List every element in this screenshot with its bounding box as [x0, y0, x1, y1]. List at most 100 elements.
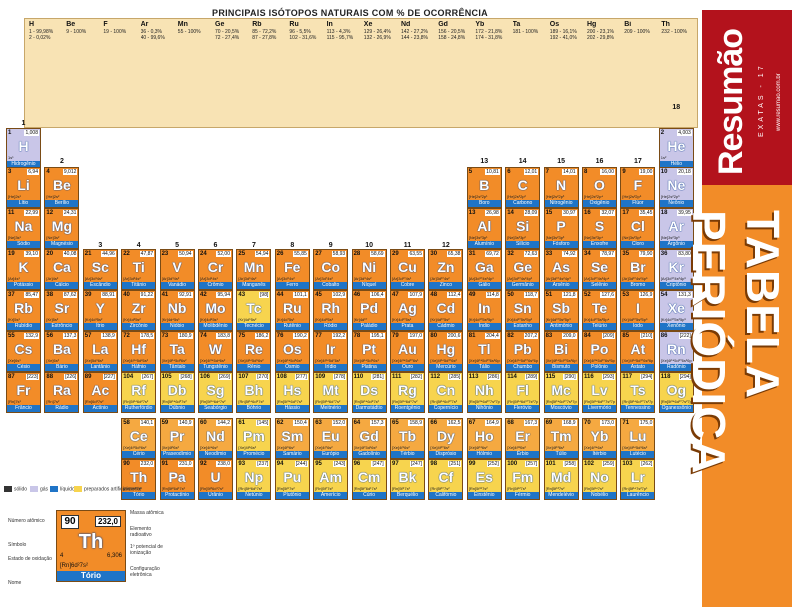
atomic-mass: 150,4 [293, 420, 308, 426]
isotope-entry: 158 - 24,8% [438, 35, 466, 41]
atomic-mass: 69,72 [485, 251, 500, 257]
element-name: Magnésio [45, 241, 79, 248]
isotope-column: Hg 200 - 23,1% 202 - 29,8% [587, 21, 624, 127]
atomic-number: 60 [200, 420, 207, 426]
isotope-symbol: F [103, 21, 108, 28]
element-symbol: Cn [436, 382, 456, 398]
element-symbol: Po [590, 341, 609, 357]
element-cell-mn: 25 54,94 Mn [Ar]3d⁵4s² Manganês [236, 249, 272, 290]
atomic-number: 92 [200, 461, 207, 467]
element-name: Mendelévio [544, 492, 578, 499]
atomic-mass: 85,47 [24, 292, 39, 298]
element-name: Gálio [467, 282, 501, 289]
element-symbol: Re [244, 341, 263, 357]
isotope-column: Be 9 - 100% [66, 21, 103, 127]
atomic-number: 15 [545, 210, 553, 216]
atomic-mass: 183,8 [216, 333, 231, 339]
atomic-number: 3 [8, 169, 12, 175]
atomic-mass: 127,6 [600, 292, 615, 298]
element-symbol: Gd [359, 428, 379, 444]
atomic-number: 105 [161, 374, 172, 380]
atomic-mass: 55,85 [293, 251, 308, 257]
atomic-number: 1 [8, 130, 12, 136]
element-name: Roentgênio [391, 405, 424, 412]
element-name: Zircônio [122, 323, 156, 330]
atomic-number: 4 [46, 169, 50, 175]
element-name: Sódio [7, 241, 40, 248]
element-name: Platina [352, 364, 386, 371]
isotope-column: Xe 129 - 26,4% 132 - 26,9% [364, 21, 401, 127]
element-symbol: Pm [242, 428, 265, 444]
element-name: Germânio [506, 282, 540, 289]
element-symbol: N [556, 177, 567, 193]
element-name: Rutênio [275, 323, 309, 330]
electron-config: [Ar]3d²4s² [123, 276, 141, 281]
isotope-symbol: Yb [475, 21, 485, 28]
element-name: Térbio [391, 451, 424, 458]
legend-key-label: gás [40, 486, 49, 493]
element-name: Níquel [352, 282, 386, 289]
group-label: 2 [59, 158, 64, 165]
element-name: Nihônio [467, 405, 501, 412]
electron-config: [Xe]6s¹ [8, 358, 21, 363]
atomic-mass: 118,7 [524, 292, 539, 298]
element-name: Tennessino [621, 405, 655, 412]
atomic-mass: 137,3 [62, 333, 78, 339]
atomic-mass: 58,93 [331, 251, 347, 257]
element-symbol: Ir [326, 341, 336, 357]
element-cell-pu: 94 [244] Pu [Rn]5f⁶7s² Plutônio [274, 459, 310, 500]
electron-config: [Ar]3d¹⁰4s²4p⁵ [622, 276, 648, 281]
isotope-entry: 172 - 21,8% [475, 29, 503, 35]
element-name: Cálcio [45, 282, 79, 289]
atomic-mass: 164,9 [485, 420, 500, 426]
atomic-mass: [267] [141, 374, 155, 380]
electron-config: [He]2s¹ [8, 194, 21, 199]
atomic-number: 36 [660, 251, 668, 257]
atomic-mass: 114,8 [485, 292, 500, 298]
brand-url: www.resumao.com.br [776, 73, 782, 131]
isotope-entry: 19 - 100% [103, 29, 127, 35]
element-name: Molibdênio [199, 323, 232, 330]
element-name: Disprósio [429, 451, 463, 458]
element-name: Ródio [314, 323, 348, 330]
element-symbol: Hg [436, 341, 456, 357]
electron-config: [Xe]4f¹⁴5d¹⁰6s²6p³ [545, 358, 577, 363]
element-cell-pd: 46 106,4 Pd [Kr]4d¹⁰ Paládio [351, 290, 387, 331]
atomic-number: 39 [84, 292, 92, 298]
element-symbol: Zn [437, 259, 455, 275]
element-symbol: P [556, 218, 566, 234]
atomic-mass: 78,97 [600, 251, 615, 257]
isotope-entry: 144 - 23,8% [401, 35, 428, 41]
atomic-mass: 167,3 [523, 420, 539, 426]
element-cell-mg: 12 24,31 Mg [Ne]3s² Magnésio [44, 208, 80, 249]
electron-config: [Xe]4f¹⁴5d¹6s² [622, 445, 648, 450]
element-symbol: Lu [629, 428, 647, 444]
atomic-number: 8 [584, 169, 588, 175]
legend-label-name: Nome [8, 580, 22, 586]
element-cell-ta: 73 180,9 Ta [Xe]4f¹⁴5d³6s² Tântalo [159, 331, 195, 372]
atomic-mass: 24,31 [62, 210, 78, 216]
atomic-number: 22 [123, 251, 130, 257]
element-cell-nd: 60 144,2 Nd [Xe]4f⁴6s² Neodímio [198, 418, 233, 459]
element-symbol: Eu [321, 428, 340, 444]
legend-key: gás [30, 486, 48, 492]
element-symbol: Ba [52, 341, 71, 357]
isotope-entry: 9 - 100% [66, 29, 87, 35]
element-symbol: U [210, 469, 221, 485]
element-symbol: W [208, 341, 223, 357]
element-cell-tc: 43 [98] Tc [Kr]4d⁵5s² Tecnécio [236, 290, 272, 331]
atomic-number: 40 [123, 292, 130, 298]
element-symbol: Si [516, 218, 530, 234]
isotope-entry: 232 - 100% [661, 29, 687, 35]
element-symbol: Og [666, 382, 687, 398]
isotope-entry: 70 - 20,5% [215, 29, 240, 35]
element-cell-w: 74 183,8 W [Xe]4f¹⁴5d⁴6s² Tungstênio [198, 331, 233, 372]
atomic-number: 90 [123, 461, 130, 467]
electron-config: [Ar]3d¹⁰4s² [430, 276, 450, 281]
element-name: Enxofre [583, 241, 616, 248]
element-cell-ra: 88 [226] Ra [Rn]7s² Rádio [44, 372, 80, 413]
atomic-mass: 54,94 [254, 251, 270, 257]
atomic-number: 32 [507, 251, 514, 257]
element-cell-br: 35 79,90 Br [Ar]3d¹⁰4s²4p⁵ Bromo [620, 249, 656, 290]
element-name: Crômio [199, 282, 232, 289]
